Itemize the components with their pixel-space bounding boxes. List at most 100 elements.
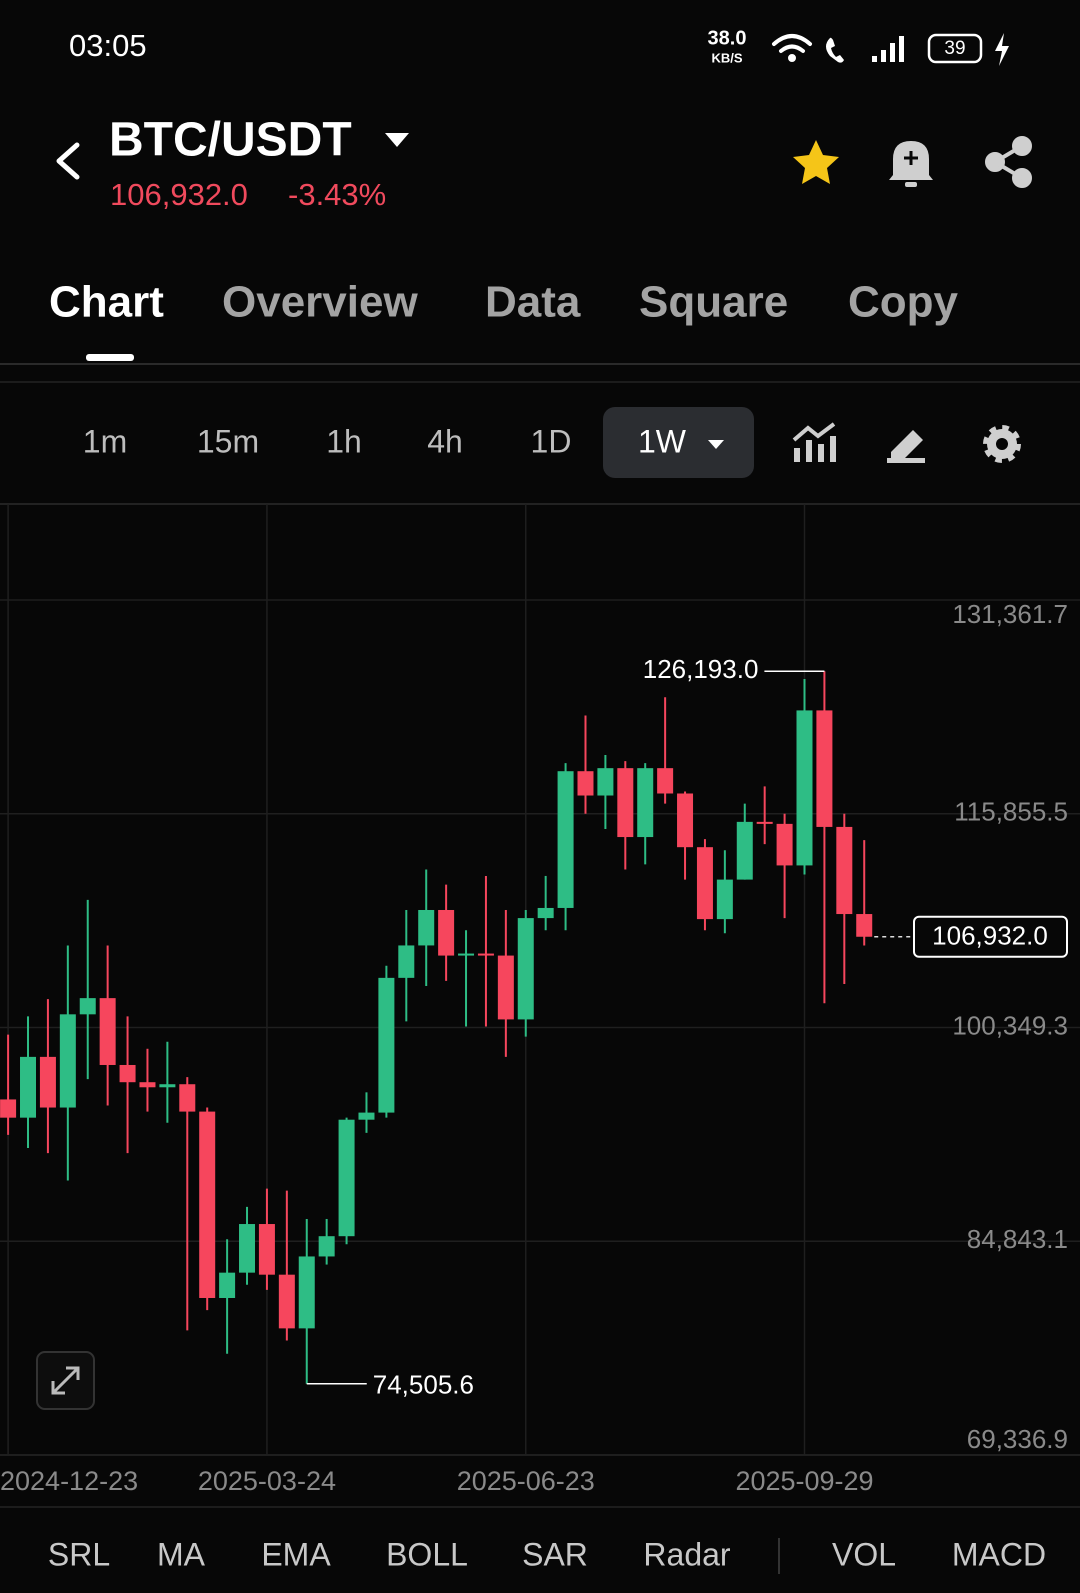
indicator-option[interactable]: SAR [522, 1536, 588, 1572]
interval-option[interactable]: 1D [531, 423, 572, 459]
status-time: 03:05 [69, 28, 147, 63]
candle-body [219, 1272, 236, 1298]
candle-body [696, 847, 713, 920]
tab[interactable]: Data [485, 278, 581, 327]
candle-body [159, 1084, 176, 1088]
candle-body [59, 1014, 76, 1108]
favorite-star[interactable] [793, 140, 839, 184]
net-speed: 38.0 [708, 27, 747, 49]
candle-body [677, 793, 694, 848]
candle-body [298, 1256, 315, 1329]
candle-body [79, 998, 96, 1015]
high-label: 126,193.0 [643, 654, 759, 684]
y-tick-label: 69,336.9 [967, 1424, 1068, 1454]
candle-body [239, 1224, 256, 1273]
interval-dropdown[interactable] [708, 440, 724, 449]
candle-body [338, 1119, 355, 1237]
header-price: 106,932.0 [110, 177, 248, 212]
y-tick-label: 115,855.5 [954, 797, 1068, 827]
signal-icon [872, 36, 904, 62]
candle-body [139, 1082, 156, 1088]
candle-body [497, 955, 514, 1020]
indicator-option[interactable]: VOL [832, 1536, 896, 1572]
indicator-tool-icon[interactable] [792, 422, 836, 462]
candle-body [318, 1236, 335, 1257]
last-price-label: 106,932.0 [932, 921, 1048, 951]
interval-option[interactable]: 1W [638, 423, 687, 459]
candle-body [179, 1084, 196, 1112]
alert-bell[interactable] [889, 141, 933, 187]
candle-body [477, 953, 494, 956]
header-change: -3.43% [288, 177, 386, 212]
tab[interactable]: Overview [222, 278, 418, 327]
x-tick-label: 2024-12-23 [0, 1466, 138, 1496]
candle-body [418, 909, 435, 946]
candle-body [776, 823, 793, 866]
battery-level: 39 [944, 38, 965, 59]
indicator-option[interactable]: MA [157, 1536, 206, 1572]
x-tick-label: 2025-09-29 [735, 1466, 873, 1496]
candle-body [756, 821, 773, 824]
candle-body [716, 879, 733, 920]
x-tick-label: 2025-06-23 [457, 1466, 595, 1496]
tab[interactable]: Chart [49, 278, 164, 327]
pair-dropdown[interactable] [385, 133, 409, 147]
last-price-box [913, 915, 1068, 958]
candle-body [99, 998, 116, 1065]
indicator-option[interactable]: SRL [48, 1536, 110, 1572]
interval-selected-bg [603, 407, 754, 478]
wifi-icon [772, 34, 812, 62]
candle-body [278, 1274, 295, 1329]
low-label: 74,505.6 [373, 1370, 474, 1400]
settings-icon[interactable] [983, 425, 1021, 463]
candle-body [537, 907, 554, 919]
indicator-option[interactable]: BOLL [386, 1536, 468, 1572]
expand-button[interactable] [36, 1351, 95, 1410]
y-tick-label: 131,361.7 [952, 599, 1068, 629]
draw-tool-icon[interactable] [887, 430, 925, 463]
back-button[interactable] [56, 142, 80, 180]
candle-body [119, 1064, 136, 1083]
tab[interactable]: Square [639, 278, 788, 327]
indicator-option[interactable]: Radar [643, 1536, 731, 1572]
candle-body [438, 909, 455, 956]
candle-body [856, 914, 873, 937]
chart: 69,336.9 84,843.1 100,349.3 115,855.5 131,36… [0, 504, 1080, 1496]
candle-body [517, 918, 534, 1020]
candle-body [458, 953, 475, 956]
candle-body [637, 768, 654, 838]
candle-body [796, 710, 813, 866]
candle-body [39, 1056, 56, 1108]
battery-icon [927, 33, 983, 64]
candle-body [657, 768, 674, 794]
candle-body [398, 945, 415, 978]
tab-indicator [86, 354, 134, 361]
net-speed-unit: KB/S [711, 50, 742, 65]
candle-body [358, 1112, 375, 1120]
candle-body [199, 1111, 216, 1298]
y-tick-label: 84,843.1 [967, 1224, 1068, 1254]
candle-body [617, 768, 634, 838]
candle-body [736, 821, 753, 880]
candle-body [0, 1099, 17, 1118]
candle-body [557, 771, 574, 908]
share-button[interactable] [985, 136, 1032, 188]
call-icon [826, 37, 844, 63]
candle-body [577, 771, 594, 796]
interval-option[interactable]: 4h [427, 423, 463, 459]
candle-body [816, 710, 833, 827]
indicator-option[interactable]: MACD [952, 1536, 1046, 1572]
candle-body [378, 977, 395, 1113]
interval-option[interactable]: 15m [197, 423, 259, 459]
interval-option[interactable]: 1m [83, 423, 127, 459]
interval-option[interactable]: 1h [326, 423, 362, 459]
candle-body [20, 1056, 37, 1118]
x-tick-label: 2025-03-24 [198, 1466, 336, 1496]
indicator-option[interactable]: EMA [261, 1536, 331, 1572]
charging-icon [995, 33, 1009, 66]
pair-title[interactable]: BTC/USDT [109, 114, 352, 167]
tab[interactable]: Copy [848, 278, 959, 327]
candle-body [597, 768, 614, 796]
